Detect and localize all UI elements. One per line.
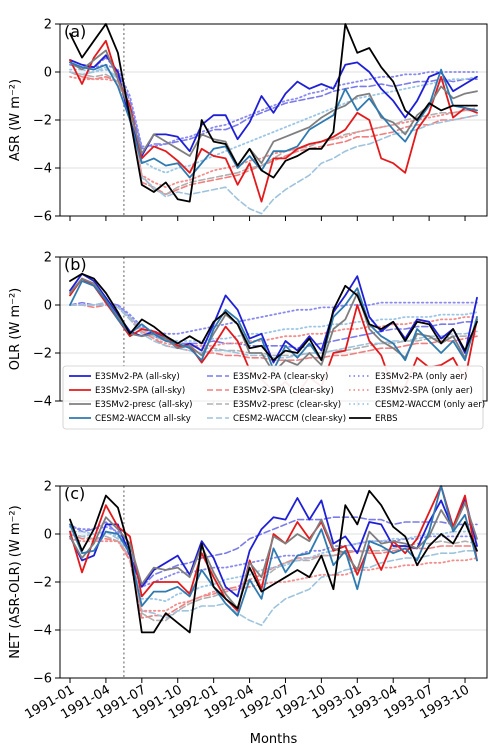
- y-tick-label: −6: [33, 672, 52, 687]
- panel-label: (b): [64, 255, 87, 274]
- y-tick-label: −2: [33, 576, 52, 591]
- y-tick-label: −2: [33, 114, 52, 129]
- panel-c: −6 −4 −2 0 2 (c) NET (ASR-OLR) (W m⁻²): [8, 480, 488, 687]
- y-tick-label: 2: [44, 18, 52, 33]
- y-tick-label: −4: [33, 624, 52, 639]
- y-axis-title: NET (ASR-OLR) (W m⁻²): [8, 505, 23, 658]
- series-line-cesm_aer: [69, 304, 478, 342]
- y-tick-label: 2: [44, 251, 52, 266]
- y-tick-label: 2: [44, 480, 52, 495]
- legend-label: E3SMv2-SPA (only aer): [375, 386, 473, 396]
- legend-label: E3SMv2-presc (clear-sky): [233, 400, 341, 410]
- legend-label: E3SMv2-PA (all-sky): [95, 372, 180, 382]
- series-line-e3pa_aer: [69, 301, 478, 335]
- legend-box: [62, 365, 484, 430]
- y-tick-label: −6: [33, 210, 52, 225]
- series-line-cesm_all: [69, 280, 478, 371]
- series-line-presc_all: [69, 49, 478, 167]
- y-tick-label: −4: [33, 162, 52, 177]
- series-line-erbs: [69, 272, 478, 362]
- series-line-cesm_all: [69, 61, 478, 179]
- x-axis-title: Months: [250, 732, 298, 747]
- panel-label: (c): [64, 484, 85, 503]
- legend-label: CESM2-WACCM all-sky: [95, 414, 191, 424]
- series-line-e3spa_all: [69, 485, 478, 612]
- series-line-cesm_all: [69, 485, 478, 617]
- series-line-e3pa_clr: [69, 56, 478, 150]
- legend-label: E3SMv2-PA (clear-sky): [233, 372, 328, 382]
- plot-frame: [59, 23, 488, 217]
- series-line-cesm_clr: [69, 66, 478, 215]
- series-line-e3spa_aer: [69, 304, 478, 347]
- legend-label: E3SMv2-SPA (all-sky): [95, 386, 185, 396]
- legend-label: ERBS: [375, 414, 398, 424]
- legend-label: E3SMv2-presc (all-sky): [95, 400, 193, 410]
- y-tick-label: −2: [33, 347, 52, 362]
- series-line-cesm_aer: [69, 530, 478, 603]
- series-line-e3spa_clr: [69, 533, 478, 619]
- panel-label: (a): [64, 22, 86, 41]
- legend-label: E3SMv2-PA (only aer): [375, 372, 467, 382]
- series-line-erbs: [69, 23, 478, 203]
- series-line-e3spa_aer: [69, 75, 478, 189]
- y-axis-title: ASR (W m⁻²): [8, 79, 23, 161]
- series-line-e3pa_aer: [69, 63, 478, 148]
- plot-frame: [59, 485, 488, 679]
- series-line-cesm_clr: [69, 301, 478, 359]
- legend-label: E3SMv2-SPA (clear-sky): [233, 386, 334, 396]
- y-axis-title: OLR (W m⁻²): [8, 288, 23, 371]
- y-tick-label: 0: [44, 299, 52, 314]
- panel-b: −4 −2 0 2 (b) OLR (W m⁻²): [8, 251, 488, 410]
- legend: E3SMv2-PA (all-sky) E3SMv2-SPA (all-sky) E…: [62, 365, 485, 430]
- legend-label: CESM2-WACCM (only aer): [375, 400, 485, 410]
- y-tick-label: 0: [44, 528, 52, 543]
- panel-a: −6 −4 −2 0 2 (a) ASR (W m⁻²): [8, 18, 488, 225]
- series-line-erbs: [69, 489, 478, 634]
- series-line-e3spa_aer: [69, 537, 478, 612]
- legend-label: CESM2-WACCM (clear-sky): [233, 414, 346, 424]
- y-tick-label: −4: [33, 395, 52, 410]
- y-tick-label: 0: [44, 66, 52, 81]
